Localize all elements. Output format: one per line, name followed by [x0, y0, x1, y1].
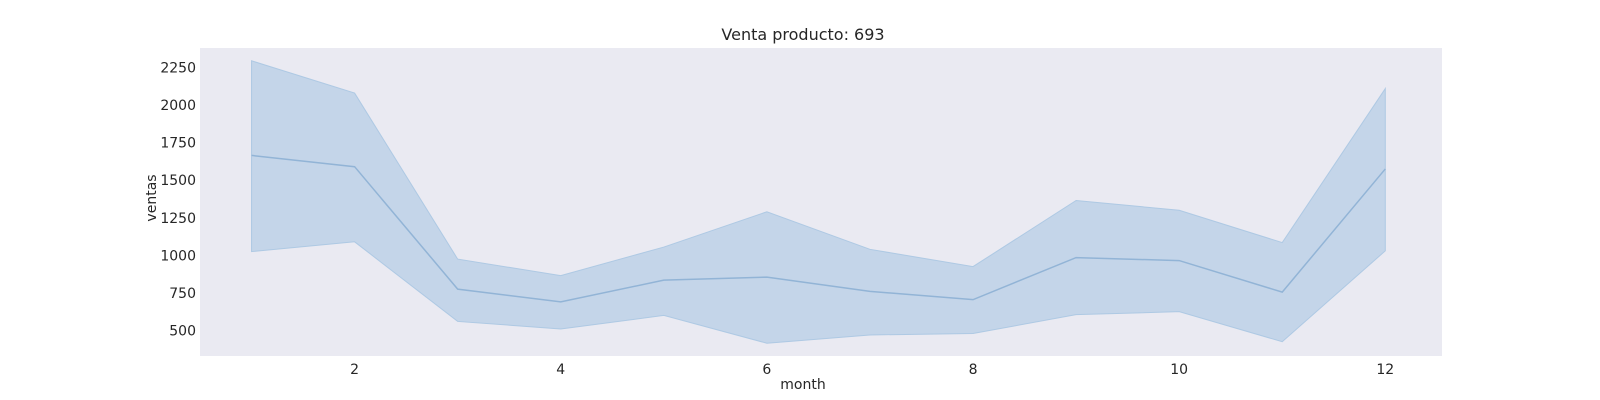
x-axis-label: month [780, 377, 825, 393]
confidence-band-layer [251, 60, 1386, 344]
y-tick-label: 1500 [160, 173, 196, 189]
x-tick-labels: 2 4 6 8 10 12 [350, 362, 1394, 378]
y-axis-label: ventas [144, 174, 160, 221]
y-tick-label: 500 [169, 323, 196, 339]
y-tick-label: 750 [169, 286, 196, 302]
y-tick-label: 2250 [160, 61, 196, 77]
x-tick-label: 12 [1376, 362, 1394, 378]
x-tick-label: 6 [762, 362, 771, 378]
y-tick-label: 1000 [160, 248, 196, 264]
series-line-layer [251, 154, 1386, 303]
chart-title: Venta producto: 693 [721, 25, 884, 44]
confidence-band [251, 60, 1386, 344]
y-tick-label: 1750 [160, 136, 196, 152]
y-tick-labels: 500 750 1000 1250 1500 1750 2000 2250 [160, 61, 196, 340]
series-line [251, 154, 1386, 303]
y-tick-label: 1250 [160, 211, 196, 227]
x-tick-label: 2 [350, 362, 359, 378]
x-tick-label: 4 [556, 362, 565, 378]
x-tick-label: 8 [969, 362, 978, 378]
y-tick-label: 2000 [160, 98, 196, 114]
x-tick-label: 10 [1170, 362, 1188, 378]
